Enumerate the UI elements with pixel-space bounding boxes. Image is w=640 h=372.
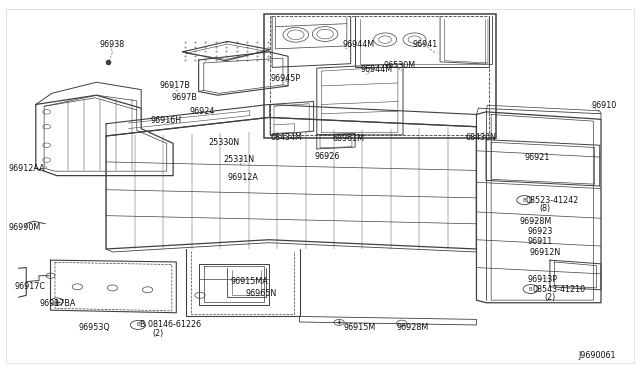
Text: 96915MA: 96915MA xyxy=(230,277,268,286)
Text: 96912N: 96912N xyxy=(529,248,561,257)
Text: 96990M: 96990M xyxy=(8,223,40,232)
Text: B 08146-61226: B 08146-61226 xyxy=(140,321,201,330)
Text: 96916H: 96916H xyxy=(150,116,181,125)
Text: 96917B: 96917B xyxy=(159,81,190,90)
Text: 96944M: 96944M xyxy=(361,65,393,74)
Bar xyxy=(264,14,495,138)
Text: 96530M: 96530M xyxy=(384,61,416,70)
Text: 96944M: 96944M xyxy=(342,40,374,49)
Text: 96953Q: 96953Q xyxy=(79,323,110,332)
Text: 25330N: 25330N xyxy=(208,138,239,147)
Text: 96926: 96926 xyxy=(315,152,340,161)
Text: 96928M: 96928M xyxy=(519,218,552,227)
Text: 96913P: 96913P xyxy=(527,275,557,284)
Text: 96921: 96921 xyxy=(524,153,550,161)
Text: (2): (2) xyxy=(545,293,556,302)
Text: 25331N: 25331N xyxy=(223,155,254,164)
Text: 96923: 96923 xyxy=(527,227,553,236)
Text: 68434M: 68434M xyxy=(270,132,302,142)
Text: (2): (2) xyxy=(153,328,164,338)
Text: 96917C: 96917C xyxy=(15,282,45,291)
Text: 96938: 96938 xyxy=(100,39,125,49)
Text: 96917BA: 96917BA xyxy=(39,299,76,308)
Text: 96911: 96911 xyxy=(527,237,553,246)
Text: B: B xyxy=(522,198,526,203)
Text: 96915M: 96915M xyxy=(344,323,376,332)
Text: 68961M: 68961M xyxy=(333,134,365,143)
Text: B: B xyxy=(529,286,532,292)
Text: 96928M: 96928M xyxy=(397,323,429,332)
Text: (8): (8) xyxy=(540,204,551,213)
Text: J9690061: J9690061 xyxy=(579,351,616,360)
Text: B: B xyxy=(136,323,140,327)
Text: 96965N: 96965N xyxy=(245,289,276,298)
Text: 9697B: 9697B xyxy=(172,93,198,102)
Text: 96912AA: 96912AA xyxy=(8,164,45,173)
Text: 08543-41210: 08543-41210 xyxy=(532,285,585,294)
Text: 96941: 96941 xyxy=(413,40,438,49)
Text: 08523-41242: 08523-41242 xyxy=(525,196,579,205)
Text: 96910: 96910 xyxy=(591,101,617,110)
Bar xyxy=(270,16,489,135)
Text: 96912A: 96912A xyxy=(227,173,259,182)
Text: 68430N: 68430N xyxy=(466,133,497,142)
Text: 96924: 96924 xyxy=(189,108,214,116)
Text: 96945P: 96945P xyxy=(270,74,300,83)
